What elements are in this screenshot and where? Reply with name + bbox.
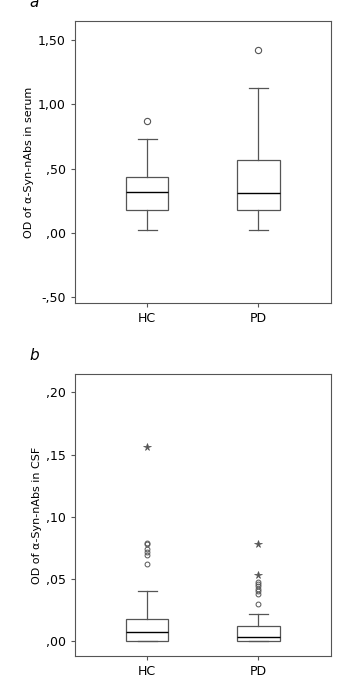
Bar: [126, 619, 168, 641]
Text: b: b: [29, 348, 39, 362]
Y-axis label: OD of α-Syn-nAbs in serum: OD of α-Syn-nAbs in serum: [24, 87, 34, 238]
Bar: [126, 177, 168, 209]
Text: a: a: [29, 0, 38, 10]
Bar: [237, 626, 280, 641]
Bar: [237, 160, 280, 209]
Y-axis label: OD of α-Syn-nAbs in CSF: OD of α-Syn-nAbs in CSF: [32, 446, 42, 584]
